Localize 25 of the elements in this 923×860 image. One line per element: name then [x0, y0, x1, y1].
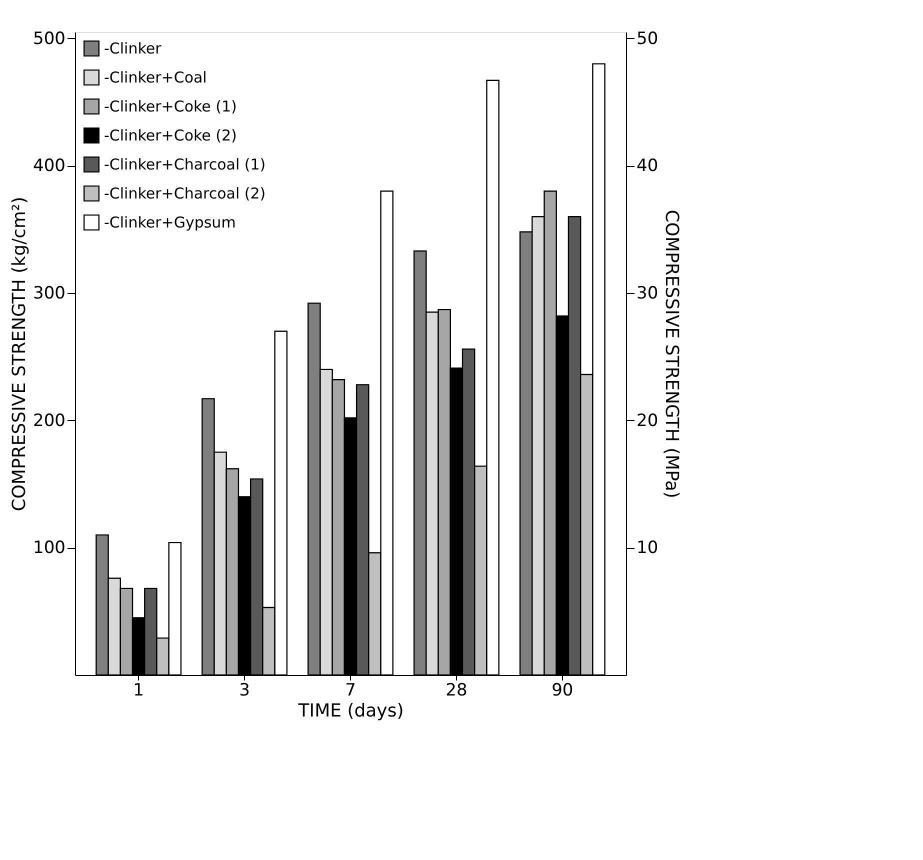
- legend-label: -Clinker+Coke (2): [104, 126, 237, 144]
- y-tick-label: 200: [33, 410, 66, 431]
- y-tick-label: 400: [33, 156, 66, 176]
- x-tick-label: 1: [133, 680, 144, 700]
- legend-label: -Clinker+Charcoal (1): [104, 156, 266, 174]
- x-axis-title: TIME (days): [297, 700, 404, 722]
- legend-label: -Clinker: [104, 40, 162, 58]
- y2-axis-title: COMPRESSIVE STRENGTH (MPa): [661, 210, 682, 498]
- y-tick-label: 300: [33, 284, 66, 304]
- x-tick-label: 28: [446, 680, 468, 700]
- y2-tick-label: 20: [636, 410, 658, 431]
- x-tick-label: 7: [345, 680, 356, 700]
- legend-label: -Clinker+Coal: [104, 68, 207, 86]
- y-axis-title: COMPRESSIVE STRENGTH (kg/cm²): [9, 196, 30, 512]
- y2-tick-label: 30: [636, 284, 658, 304]
- y-tick-label: 500: [33, 28, 66, 49]
- legend-label: -Clinker+Charcoal (2): [104, 184, 266, 202]
- y2-tick-label: 50: [636, 28, 658, 49]
- x-tick-label: 3: [239, 680, 250, 700]
- legend-label: -Clinker+Coke (1): [104, 98, 237, 116]
- y-tick-label: 100: [33, 538, 66, 558]
- y2-tick-label: 40: [636, 156, 658, 176]
- legend-label: -Clinker+Gypsum: [104, 214, 236, 232]
- x-tick-label: 90: [552, 680, 574, 700]
- y2-tick-label: 10: [636, 538, 658, 558]
